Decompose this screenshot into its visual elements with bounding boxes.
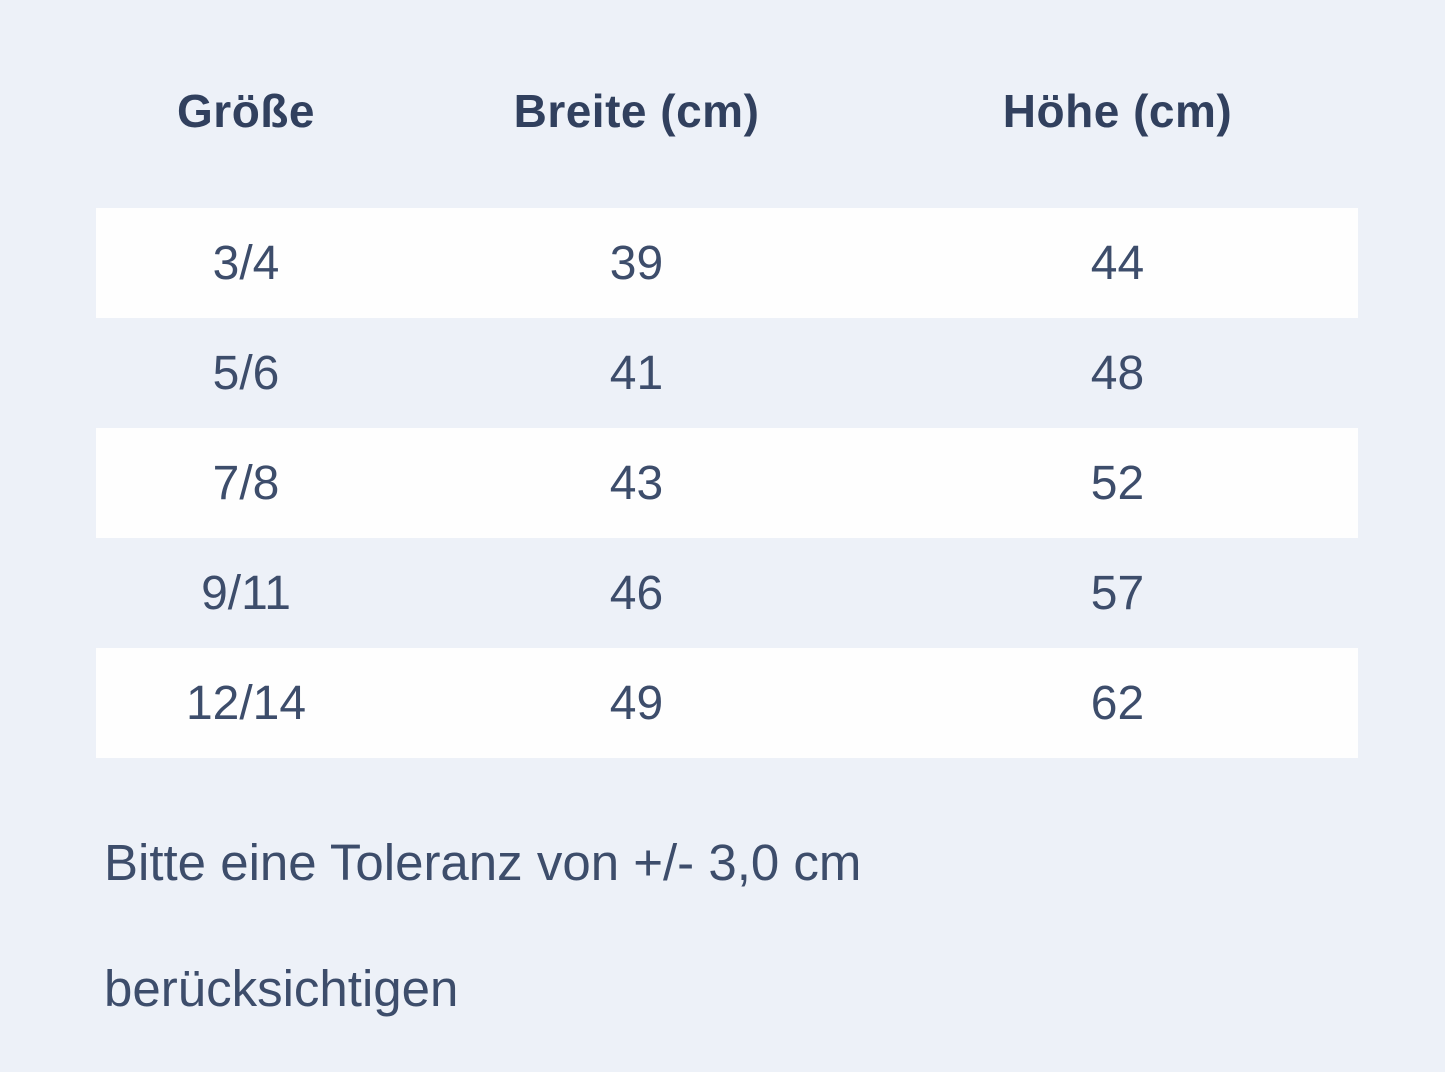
table-row: 3/4 39 44: [96, 208, 1358, 318]
table-header-row: Größe Breite (cm) Höhe (cm): [96, 0, 1358, 208]
cell-width: 43: [609, 456, 664, 510]
cell-size: 5/6: [212, 346, 280, 400]
column-header-width: Breite (cm): [513, 85, 760, 137]
cell-height: 44: [1090, 236, 1145, 290]
column-header-size: Größe: [177, 85, 315, 137]
size-table: Größe Breite (cm) Höhe (cm) 3/4 39 44 5/…: [96, 0, 1358, 758]
cell-size: 12/14: [185, 676, 307, 730]
column-header-height: Höhe (cm): [1002, 85, 1233, 137]
cell-width: 41: [609, 346, 664, 400]
cell-size: 7/8: [212, 456, 280, 510]
tolerance-note: Bitte eine Toleranz von +/- 3,0 cm berüc…: [104, 834, 862, 1017]
cell-height: 48: [1090, 346, 1145, 400]
table-row: 5/6 41 48: [96, 318, 1358, 428]
cell-width: 46: [609, 566, 664, 620]
table-row: 9/11 46 57: [96, 538, 1358, 648]
cell-size: 3/4: [212, 236, 280, 290]
cell-width: 39: [609, 236, 664, 290]
table-row: 7/8 43 52: [96, 428, 1358, 538]
cell-height: 62: [1090, 676, 1145, 730]
cell-width: 49: [609, 676, 664, 730]
cell-size: 9/11: [201, 566, 291, 620]
cell-height: 57: [1090, 566, 1145, 620]
table-row: 12/14 49 62: [96, 648, 1358, 758]
cell-height: 52: [1090, 456, 1145, 510]
table-body: 3/4 39 44 5/6 41 48 7/8 43 52 9/11 46 57…: [96, 208, 1358, 758]
